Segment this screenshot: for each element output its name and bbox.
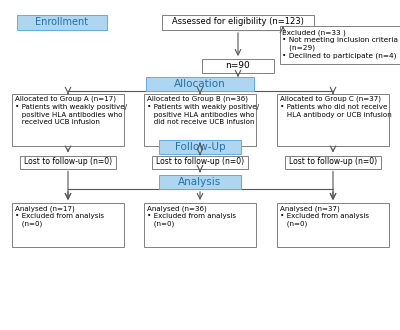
FancyBboxPatch shape bbox=[280, 26, 400, 64]
Text: n=90: n=90 bbox=[226, 61, 250, 71]
Text: Analysed (n=17)
• Excluded from analysis
   (n=0): Analysed (n=17) • Excluded from analysis… bbox=[15, 205, 104, 227]
FancyBboxPatch shape bbox=[144, 94, 256, 146]
FancyBboxPatch shape bbox=[285, 155, 381, 169]
FancyBboxPatch shape bbox=[17, 15, 107, 29]
FancyBboxPatch shape bbox=[12, 203, 124, 247]
FancyBboxPatch shape bbox=[152, 155, 248, 169]
FancyBboxPatch shape bbox=[162, 15, 314, 29]
Text: Analysed (n=37)
• Excluded from analysis
   (n=0): Analysed (n=37) • Excluded from analysis… bbox=[280, 205, 369, 227]
FancyBboxPatch shape bbox=[202, 59, 274, 73]
Text: Excluded (n=33 )
• Not meeting inclusion criteria
   (n=29)
• Declined to partic: Excluded (n=33 ) • Not meeting inclusion… bbox=[282, 29, 398, 59]
FancyBboxPatch shape bbox=[277, 94, 389, 146]
Text: Assessed for eligibility (n=123): Assessed for eligibility (n=123) bbox=[172, 17, 304, 26]
Text: Lost to follow-up (n=0): Lost to follow-up (n=0) bbox=[156, 157, 244, 167]
Text: Allocation: Allocation bbox=[174, 79, 226, 89]
FancyBboxPatch shape bbox=[12, 94, 124, 146]
Text: Analysis: Analysis bbox=[178, 177, 222, 187]
FancyBboxPatch shape bbox=[20, 155, 116, 169]
Text: Allocated to Group C (n=37)
• Patients who did not receive
   HLA antibody or UC: Allocated to Group C (n=37) • Patients w… bbox=[280, 96, 392, 117]
FancyBboxPatch shape bbox=[159, 175, 241, 189]
FancyBboxPatch shape bbox=[146, 77, 254, 91]
Text: Allocated to Group A (n=17)
• Patients with weakly positive/
   positive HLA ant: Allocated to Group A (n=17) • Patients w… bbox=[15, 96, 127, 125]
Text: Follow-Up: Follow-Up bbox=[175, 142, 225, 152]
Text: Lost to follow-up (n=0): Lost to follow-up (n=0) bbox=[24, 157, 112, 167]
FancyBboxPatch shape bbox=[144, 203, 256, 247]
Text: Lost to follow-up (n=0): Lost to follow-up (n=0) bbox=[289, 157, 377, 167]
FancyBboxPatch shape bbox=[277, 203, 389, 247]
Text: Enrollment: Enrollment bbox=[36, 17, 88, 27]
Text: Allocated to Group B (n=36)
• Patients with weakly positive/
   positive HLA ant: Allocated to Group B (n=36) • Patients w… bbox=[147, 96, 259, 125]
FancyBboxPatch shape bbox=[159, 140, 241, 154]
Text: Analysed (n=36)
• Excluded from analysis
   (n=0): Analysed (n=36) • Excluded from analysis… bbox=[147, 205, 236, 227]
